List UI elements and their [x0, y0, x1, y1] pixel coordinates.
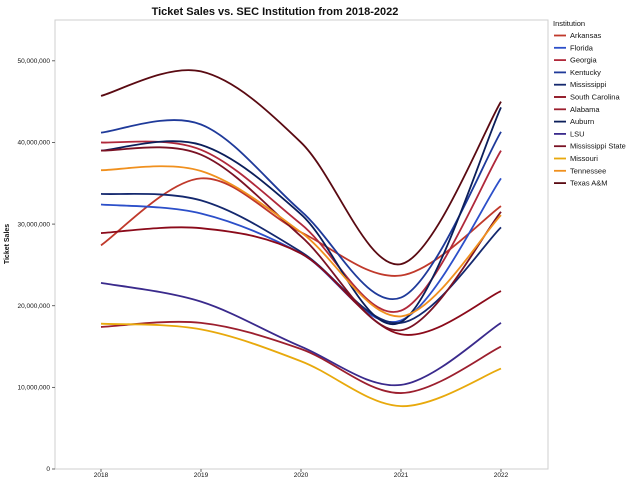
- series-line-alabama: [100, 320, 502, 394]
- legend-label-georgia: Georgia: [570, 56, 598, 65]
- legend-label-auburn: Auburn: [570, 117, 594, 126]
- legend-label-arkansas: Arkansas: [570, 31, 602, 40]
- x-axis: 2018 2019 2020 2021 2022: [94, 469, 509, 479]
- y-tick-label: 40,000,000: [17, 140, 50, 147]
- legend-label-kentucky: Kentucky: [570, 68, 601, 77]
- series-line-lsu: [100, 281, 502, 387]
- y-tick-label: 50,000,000: [17, 58, 50, 65]
- y-tick-label: 30,000,000: [17, 221, 50, 228]
- x-tick-label: 2018: [94, 472, 109, 479]
- series-line-georgia: [100, 140, 502, 313]
- y-tick-label: 10,000,000: [17, 385, 50, 392]
- legend-label-mississippi-state: Mississippi State: [570, 142, 626, 151]
- x-tick-label: 2022: [494, 472, 509, 479]
- plot-area-frame: [54, 19, 549, 470]
- legend-label-missouri: Missouri: [570, 154, 598, 163]
- series-line-mississippi-state: [100, 146, 502, 332]
- legend-label-mississippi: Mississippi: [570, 80, 607, 89]
- y-tick-label: 20,000,000: [17, 303, 50, 310]
- x-tick-label: 2020: [294, 472, 309, 479]
- legend-label-tennessee: Tennessee: [570, 166, 606, 175]
- chart-title: Ticket Sales vs. SEC Institution from 20…: [152, 6, 399, 18]
- series-line-texas-a-m: [100, 69, 502, 266]
- series-line-tennessee: [100, 165, 502, 318]
- legend-label-alabama: Alabama: [570, 105, 600, 114]
- y-tick-label: 0: [46, 466, 50, 473]
- y-axis-label: Ticket Sales: [4, 224, 11, 264]
- legend-title: Institution: [553, 19, 585, 28]
- series-line-auburn: [100, 106, 502, 326]
- legend: Institution Arkansas Florida Georgia Kentuc…: [553, 19, 626, 188]
- x-tick-label: 2019: [194, 472, 209, 479]
- y-axis: 0 10,000,000 20,000,000 30,000,000 40,000,00…: [17, 58, 55, 473]
- series-lines: [100, 69, 502, 408]
- series-line-missouri: [100, 322, 502, 408]
- series-line-kentucky: [100, 119, 502, 301]
- legend-label-texas-a-m: Texas A&M: [570, 179, 608, 188]
- legend-label-lsu: LSU: [570, 129, 585, 138]
- series-line-south-carolina: [100, 226, 502, 336]
- x-tick-label: 2021: [394, 472, 409, 479]
- legend-label-florida: Florida: [570, 43, 594, 52]
- legend-label-south-carolina: South Carolina: [570, 93, 620, 102]
